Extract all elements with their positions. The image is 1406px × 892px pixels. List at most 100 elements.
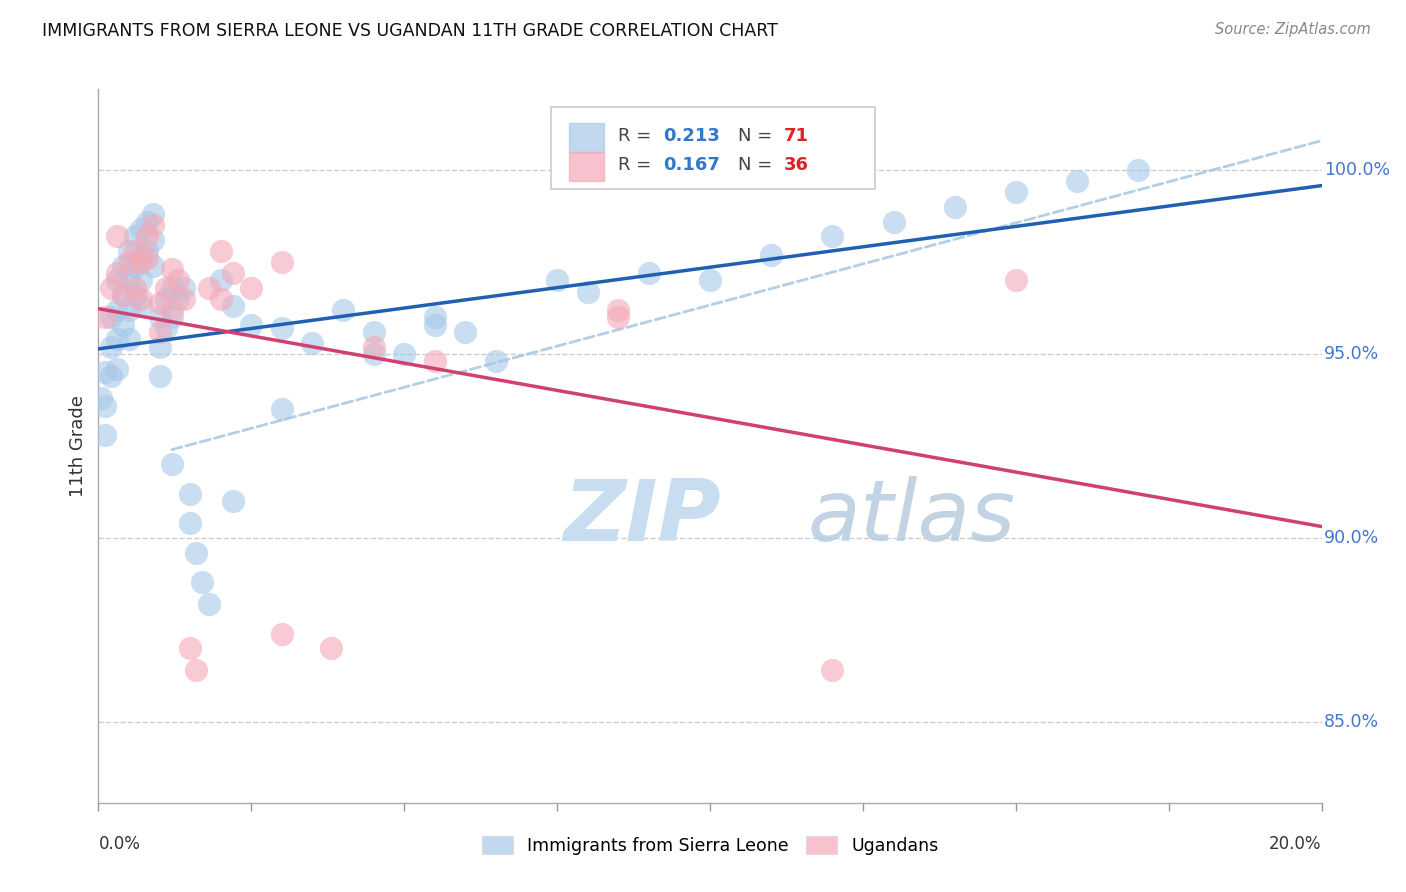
Point — [209, 273, 232, 287]
Point — [124, 244, 146, 258]
Point — [149, 310, 172, 325]
Point — [179, 487, 201, 501]
Point — [392, 347, 416, 361]
Point — [155, 321, 177, 335]
Point — [124, 288, 146, 302]
Point — [149, 340, 172, 354]
Point — [191, 575, 214, 590]
Point — [160, 310, 183, 325]
Point — [454, 325, 477, 339]
Point — [209, 244, 232, 258]
Point — [423, 310, 446, 325]
Point — [209, 292, 232, 306]
Point — [149, 325, 172, 339]
Point — [485, 354, 508, 368]
Point — [118, 255, 141, 269]
Point — [105, 361, 128, 376]
Point — [883, 214, 905, 228]
Point — [100, 340, 122, 354]
Point — [155, 292, 177, 306]
Point — [118, 302, 141, 317]
Point — [160, 302, 183, 317]
Point — [197, 281, 219, 295]
Point — [270, 402, 292, 417]
Text: 0.167: 0.167 — [664, 156, 720, 174]
Point — [142, 233, 165, 247]
Point — [129, 248, 152, 262]
Point — [90, 391, 112, 405]
Point — [222, 266, 245, 280]
Point — [332, 302, 354, 317]
Point — [93, 310, 115, 325]
Point — [821, 664, 844, 678]
Point — [222, 494, 245, 508]
Point — [105, 302, 128, 317]
Point — [160, 262, 183, 277]
Point — [142, 219, 165, 233]
Point — [240, 318, 263, 332]
Point — [129, 255, 152, 269]
Point — [93, 366, 115, 380]
Point — [105, 266, 128, 280]
Point — [821, 229, 844, 244]
Point — [363, 340, 385, 354]
Point — [129, 299, 152, 313]
Point — [179, 641, 201, 656]
Point — [1004, 273, 1026, 287]
Point — [149, 295, 172, 310]
Point — [699, 273, 721, 287]
Text: N =: N = — [738, 128, 778, 145]
Point — [943, 200, 966, 214]
Point — [363, 325, 385, 339]
Point — [149, 369, 172, 384]
Point — [423, 354, 446, 368]
Point — [155, 281, 177, 295]
Bar — [569, 152, 603, 180]
Text: IMMIGRANTS FROM SIERRA LEONE VS UGANDAN 11TH GRADE CORRELATION CHART: IMMIGRANTS FROM SIERRA LEONE VS UGANDAN … — [42, 22, 778, 40]
Point — [111, 288, 134, 302]
Point — [167, 292, 190, 306]
Text: R =: R = — [619, 156, 657, 174]
Point — [186, 546, 208, 560]
Point — [270, 255, 292, 269]
Text: 0.0%: 0.0% — [98, 835, 141, 853]
Point — [222, 299, 245, 313]
Point — [118, 244, 141, 258]
Point — [129, 292, 152, 306]
Point — [179, 516, 201, 531]
Point — [142, 207, 165, 221]
Point — [423, 318, 446, 332]
Point — [124, 229, 146, 244]
Point — [197, 597, 219, 611]
Point — [124, 281, 146, 295]
Point — [607, 310, 630, 325]
Text: 20.0%: 20.0% — [1270, 835, 1322, 853]
Point — [637, 266, 661, 280]
Legend: Immigrants from Sierra Leone, Ugandans: Immigrants from Sierra Leone, Ugandans — [475, 830, 945, 862]
Point — [111, 288, 134, 302]
Point — [129, 273, 152, 287]
Y-axis label: 11th Grade: 11th Grade — [69, 395, 87, 497]
FancyBboxPatch shape — [551, 107, 875, 189]
Text: 71: 71 — [783, 128, 808, 145]
Point — [136, 214, 159, 228]
Point — [1128, 163, 1150, 178]
Point — [160, 458, 183, 472]
Point — [105, 273, 128, 287]
Point — [576, 285, 599, 299]
Point — [111, 318, 134, 332]
Point — [129, 222, 152, 236]
Text: 85.0%: 85.0% — [1324, 713, 1379, 731]
Text: 0.213: 0.213 — [664, 128, 720, 145]
Point — [105, 332, 128, 346]
Point — [136, 229, 159, 244]
Text: 100.0%: 100.0% — [1324, 161, 1391, 179]
Point — [93, 399, 115, 413]
Point — [363, 347, 385, 361]
Point — [124, 259, 146, 273]
Point — [160, 281, 183, 295]
Point — [111, 259, 134, 273]
Point — [759, 248, 782, 262]
Text: R =: R = — [619, 128, 657, 145]
Point — [546, 273, 568, 287]
